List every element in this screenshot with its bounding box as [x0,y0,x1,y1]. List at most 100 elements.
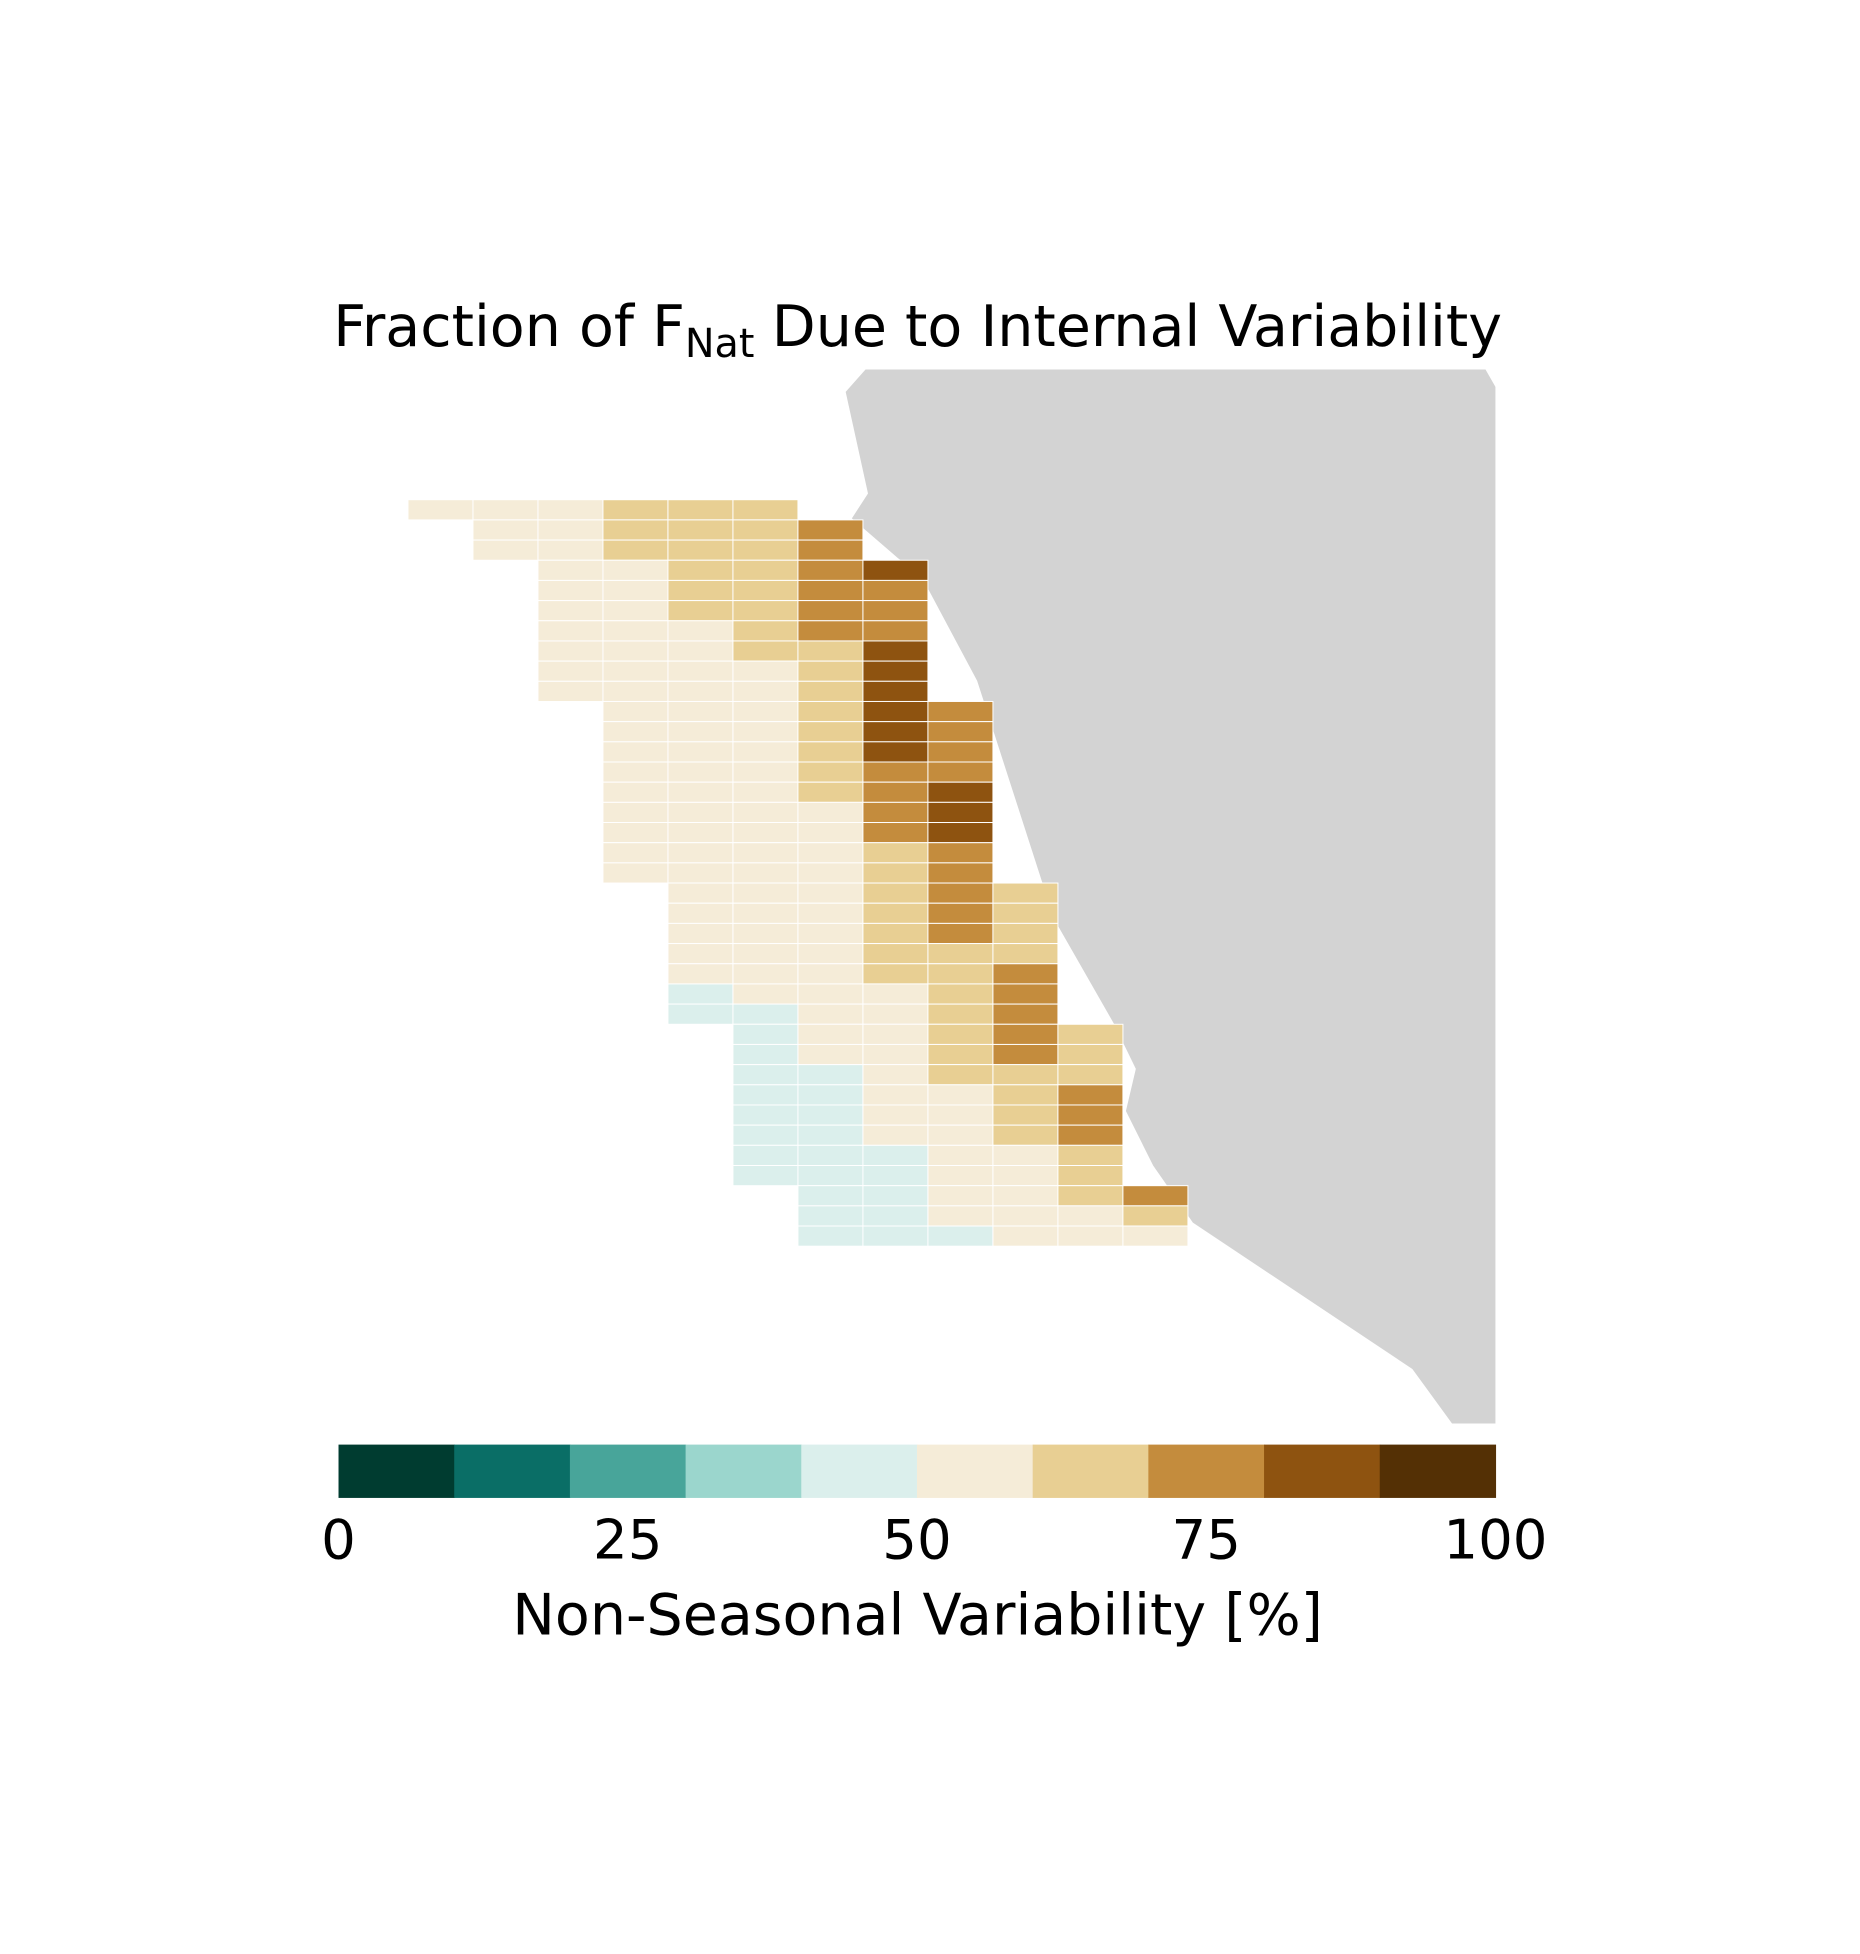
cell [1057,1225,1124,1247]
cell [602,822,669,844]
cell [732,922,799,945]
cell [927,1043,994,1066]
cell [1057,1084,1124,1106]
cell [797,1185,864,1207]
colorbar-bin [916,1444,1034,1498]
cell [732,1003,799,1025]
colorbar-tick-label: 100 [1443,1508,1547,1572]
cell [927,741,994,763]
colorbar-bin [1032,1444,1149,1498]
cell [732,1165,799,1187]
cell [667,499,734,521]
cell [797,1144,864,1166]
cell [732,781,799,803]
cell [1057,1205,1124,1227]
cell [667,721,734,743]
cell [927,801,994,824]
cell [992,902,1059,924]
cell [667,902,734,924]
colorbar-bin [685,1444,802,1498]
cell [602,721,669,743]
cell [992,922,1059,945]
cell [537,579,604,602]
cell [862,1043,929,1066]
cell [797,1084,864,1106]
cell [1057,1144,1124,1166]
cell [797,559,864,581]
cell [862,559,929,581]
cell [472,539,539,561]
cell [797,1205,864,1227]
cell [732,620,799,642]
cell [797,822,864,844]
cell [797,721,864,743]
cell [667,680,734,702]
cell [602,539,669,561]
cell [862,1205,929,1227]
cell [927,1225,994,1247]
cell [797,902,864,924]
cell [602,600,669,622]
cell [862,822,929,844]
cell [797,1023,864,1045]
cell [602,741,669,763]
cell [927,983,994,1005]
colorbar-bin [801,1444,918,1498]
cell [797,700,864,723]
cell [797,1225,864,1247]
cell [862,1104,929,1126]
colorbar-label: Non-Seasonal Variability [%] [512,1582,1323,1648]
cell [992,1185,1059,1207]
cell [732,1064,799,1086]
cell [862,761,929,783]
cell [797,741,864,763]
cell [862,781,929,803]
colorbar-tick-label: 50 [882,1508,951,1572]
cell [667,842,734,864]
cell [667,781,734,803]
cell [797,620,864,642]
cell [992,1043,1059,1066]
cell [602,640,669,662]
cell [797,539,864,561]
cell [732,559,799,581]
cell [1122,1225,1189,1247]
cell [732,963,799,985]
cell [732,519,799,541]
cell [862,1144,929,1166]
cell [797,801,864,824]
cell [667,640,734,662]
cell [667,741,734,763]
cell [927,822,994,844]
cell [732,761,799,783]
cell [667,519,734,541]
cell [602,620,669,642]
cell [992,1023,1059,1045]
cell [862,700,929,723]
cell [732,822,799,844]
colorbar-tick-label: 75 [1171,1508,1240,1572]
cell [927,1165,994,1187]
cell [732,680,799,702]
cell [797,761,864,783]
cell [667,963,734,985]
cell [602,781,669,803]
cell [732,882,799,904]
colorbar-bin [1264,1444,1381,1498]
cell [732,902,799,924]
cell [407,499,474,521]
cell [927,963,994,985]
cell [667,822,734,844]
cell [797,579,864,602]
cell [927,1205,994,1227]
cell [602,842,669,864]
cell [732,499,799,521]
cell [667,943,734,965]
cell [602,801,669,824]
cell [667,600,734,622]
cell [927,1084,994,1106]
cell [537,559,604,581]
cell [537,499,604,521]
cell [797,1124,864,1146]
